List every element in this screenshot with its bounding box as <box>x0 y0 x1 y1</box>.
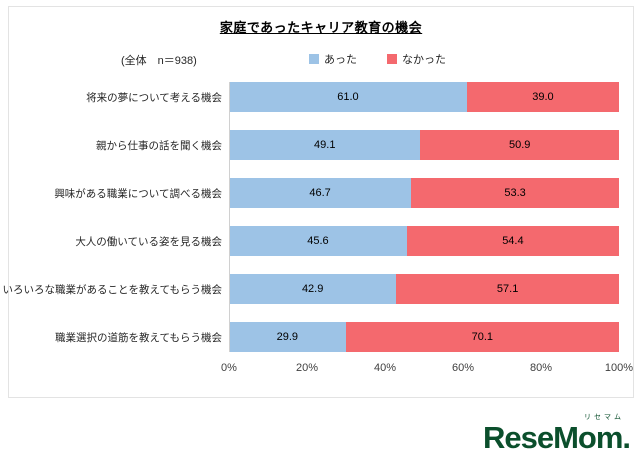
x-axis-tick: 60% <box>451 362 475 374</box>
legend-label: なかった <box>402 54 446 66</box>
resemom-logo: リセマム ReseMom. <box>482 414 631 455</box>
bar-segment: 45.6 <box>229 226 407 256</box>
bar-segment: 61.0 <box>229 82 467 112</box>
legend-swatch <box>309 54 319 64</box>
bar-track: 46.7 53.3 <box>229 178 619 208</box>
bar-row: 将来の夢について考える機会 61.0 39.0 <box>9 82 619 112</box>
bar-row: 職業選択の道筋を教えてもらう機会 29.9 70.1 <box>9 322 619 352</box>
chart-container: 家庭であったキャリア教育の機会 (全体 n＝938) あった なかった 将来の夢に… <box>2 6 634 398</box>
category-label: 大人の働いている姿を見る機会 <box>75 235 222 248</box>
bar-track: 61.0 39.0 <box>229 82 619 112</box>
bar-track: 42.9 57.1 <box>229 274 619 304</box>
bar-row: 親から仕事の話を聞く機会 49.1 50.9 <box>9 130 619 160</box>
bar-row: 大人の働いている姿を見る機会 45.6 54.4 <box>9 226 619 256</box>
bar-segment: 54.4 <box>406 226 619 256</box>
chart-legend: あった なかった <box>309 51 446 67</box>
x-axis-tick: 20% <box>295 362 319 374</box>
bar-track: 29.9 70.1 <box>229 322 619 352</box>
category-label: 興味がある職業について調べる機会 <box>54 187 222 200</box>
bar-segment: 29.9 <box>229 322 346 352</box>
category-label: 職業選択の道筋を教えてもらう機会 <box>55 331 222 344</box>
bar-segment: 53.3 <box>411 178 619 208</box>
x-axis: 0% 20% 40% 60% 80% 100% <box>221 360 633 380</box>
bar-segment: 42.9 <box>229 274 397 304</box>
category-label: 親から仕事の話を聞く機会 <box>96 139 222 152</box>
legend-swatch <box>387 54 397 64</box>
bar-track: 45.6 54.4 <box>229 226 619 256</box>
bar-segment: 46.7 <box>229 178 412 208</box>
chart-title: 家庭であったキャリア教育の機会 <box>219 20 423 35</box>
legend-item-0: あった <box>309 51 357 67</box>
sample-size-label: (全体 n＝938) <box>121 55 197 67</box>
bar-track: 49.1 50.9 <box>229 130 619 160</box>
chart-header: (全体 n＝938) あった なかった <box>9 48 633 74</box>
x-axis-tick: 100% <box>604 362 634 374</box>
category-label: いろいろな職業があることを教えてもらう機会 <box>2 283 222 296</box>
x-axis-tick: 0% <box>221 362 237 374</box>
plot-area: 将来の夢について考える機会 61.0 39.0 親から仕事の話を聞く機会 49.1 50.… <box>2 82 633 352</box>
logo-katakana-text: リセマム <box>584 414 624 421</box>
bar-segment: 50.9 <box>420 130 619 160</box>
legend-label: あった <box>324 54 357 66</box>
bar-segment: 57.1 <box>396 274 619 304</box>
bar-segment: 49.1 <box>229 130 421 160</box>
bar-segment: 39.0 <box>466 82 619 112</box>
x-axis-tick: 40% <box>373 362 397 374</box>
bar-segment: 70.1 <box>345 322 619 352</box>
bar-row: 興味がある職業について調べる機会 46.7 53.3 <box>9 178 619 208</box>
category-label: 将来の夢について考える機会 <box>86 91 222 104</box>
bar-row: いろいろな職業があることを教えてもらう機会 42.9 57.1 <box>2 274 619 304</box>
legend-item-1: なかった <box>387 51 446 67</box>
x-axis-tick: 80% <box>529 362 553 374</box>
y-axis-line <box>229 82 230 352</box>
logo-wordmark: ReseMom. <box>482 420 631 455</box>
